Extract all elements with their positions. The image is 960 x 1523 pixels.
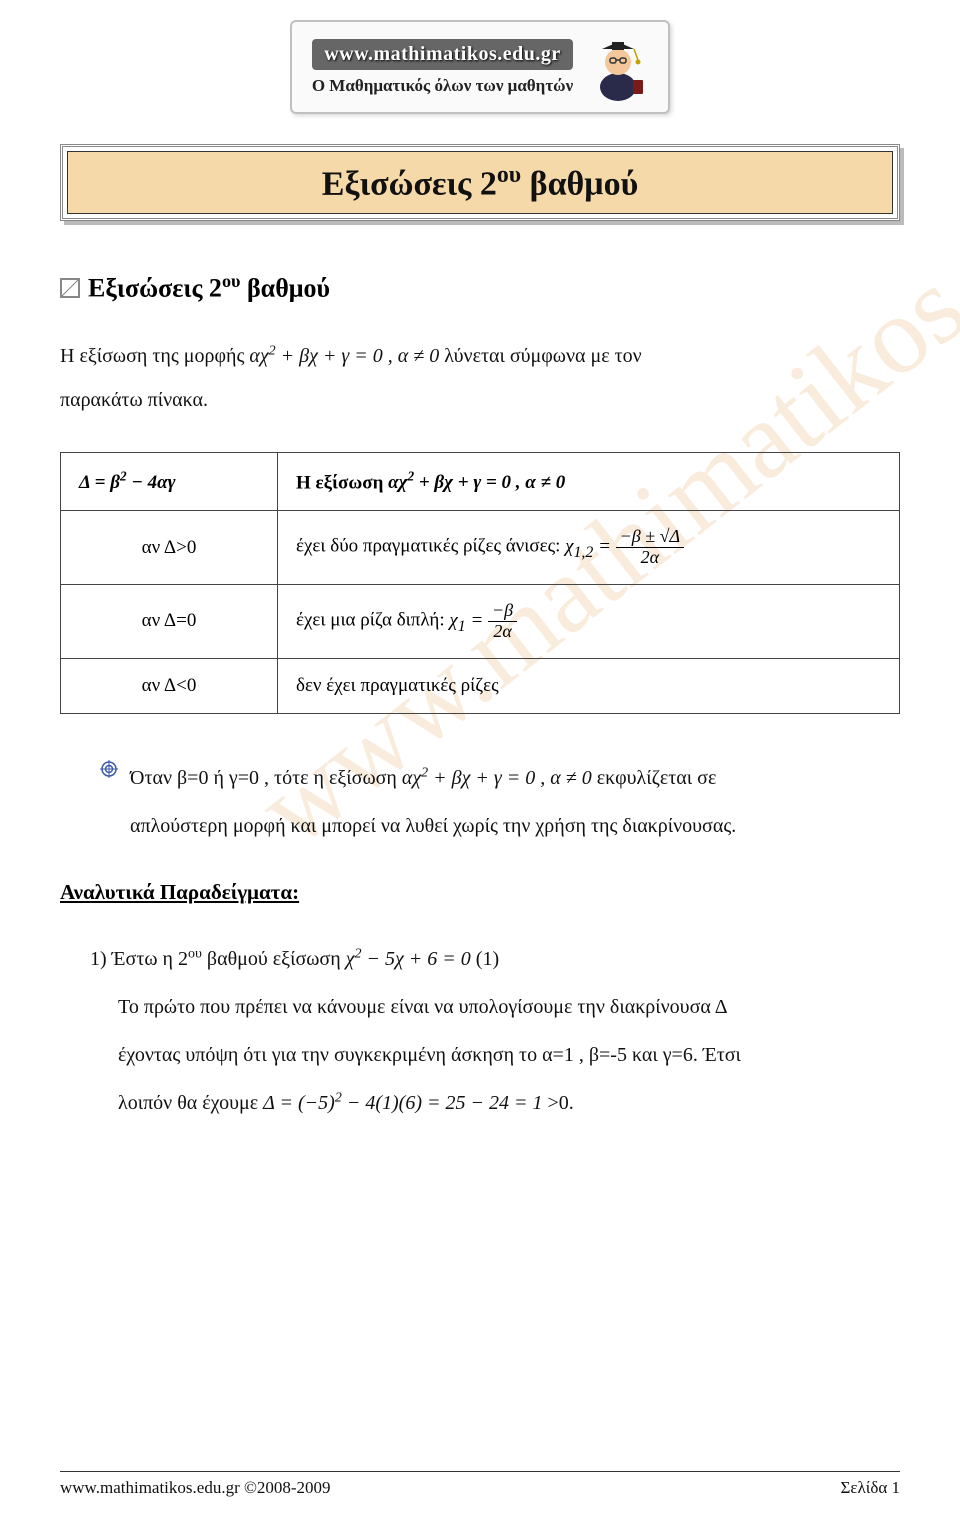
logo-subtitle: Ο Μαθηματικός όλων των μαθητών — [312, 76, 573, 96]
note-bullet: Όταν β=0 ή γ=0 , τότε η εξίσωση αχ2 + βχ… — [100, 754, 900, 850]
cond-cell-2: αν Δ<0 — [61, 658, 278, 713]
example-1: 1) Έστω η 2ου βαθμού εξίσωση χ2 − 5χ + 6… — [90, 935, 900, 1127]
section-heading-text: Εξισώσεις 2ου βαθμού — [88, 271, 330, 304]
footer-right: Σελίδα 1 — [840, 1478, 900, 1498]
target-icon — [100, 760, 118, 778]
note-text: Όταν β=0 ή γ=0 , τότε η εξίσωση αχ2 + βχ… — [130, 754, 736, 850]
examples-heading: Αναλυτικά Παραδείγματα: — [60, 880, 900, 905]
section-bullet-icon — [60, 278, 80, 298]
cond-cell-1: αν Δ=0 — [61, 584, 278, 658]
intro-equation: αχ2 + βχ + γ = 0 , α ≠ 0 — [249, 345, 439, 367]
desc-cell-2: δεν έχει πραγματικές ρίζες — [278, 658, 900, 713]
table-row: αν Δ>0 έχει δύο πραγματικές ρίζες άνισες… — [61, 511, 900, 585]
desc-cell-0: έχει δύο πραγματικές ρίζες άνισες: χ1,2 … — [278, 511, 900, 585]
discriminant-table: Δ = β2 − 4αγ Η εξίσωση αχ2 + βχ + γ = 0 … — [60, 452, 900, 714]
page-title: Εξισώσεις 2ου βαθμού — [68, 162, 892, 203]
title-frame: Εξισώσεις 2ου βαθμού — [60, 144, 900, 221]
intro-paragraph: Η εξίσωση της μορφής αχ2 + βχ + γ = 0 , … — [60, 334, 900, 422]
cond-cell-0: αν Δ>0 — [61, 511, 278, 585]
mascot-icon — [588, 32, 648, 102]
table-header-delta: Δ = β2 − 4αγ — [61, 452, 278, 510]
logo-url: www.mathimatikos.edu.gr — [312, 39, 573, 70]
table-row: αν Δ<0 δεν έχει πραγματικές ρίζες — [61, 658, 900, 713]
intro-text-c: παρακάτω πίνακα. — [60, 389, 208, 411]
intro-text-a: Η εξίσωση της μορφής — [60, 345, 249, 367]
desc-cell-1: έχει μια ρίζα διπλή: χ1 = −β2α — [278, 584, 900, 658]
intro-text-b: λύνεται σύμφωνα με τον — [444, 345, 641, 367]
logo-box: www.mathimatikos.edu.gr Ο Μαθηματικός όλ… — [290, 20, 670, 114]
footer-left: www.mathimatikos.edu.gr ©2008-2009 — [60, 1478, 331, 1498]
section-heading: Εξισώσεις 2ου βαθμού — [60, 271, 900, 304]
page-footer: www.mathimatikos.edu.gr ©2008-2009 Σελίδ… — [60, 1471, 900, 1498]
header-logo: www.mathimatikos.edu.gr Ο Μαθηματικός όλ… — [60, 20, 900, 114]
table-row: αν Δ=0 έχει μια ρίζα διπλή: χ1 = −β2α — [61, 584, 900, 658]
table-header-equation: Η εξίσωση αχ2 + βχ + γ = 0 , α ≠ 0 — [278, 452, 900, 510]
